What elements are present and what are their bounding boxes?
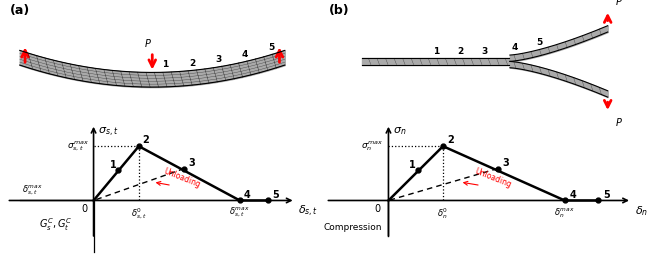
Text: 2: 2 <box>189 58 195 68</box>
Text: 1: 1 <box>110 160 117 170</box>
Text: 3: 3 <box>215 55 221 64</box>
Text: 4: 4 <box>511 44 518 52</box>
Text: $\delta^0_n$: $\delta^0_n$ <box>437 206 449 221</box>
Text: $G^C_{s}, G^C_t$: $G^C_{s}, G^C_t$ <box>38 216 72 233</box>
Text: 5: 5 <box>272 190 279 200</box>
Text: (a): (a) <box>10 4 30 17</box>
Text: Unloading: Unloading <box>474 167 513 190</box>
Text: $\delta^{max}_n$: $\delta^{max}_n$ <box>555 206 575 220</box>
Text: (b): (b) <box>329 4 350 17</box>
Text: Compression: Compression <box>324 223 382 232</box>
Text: 1: 1 <box>433 47 439 56</box>
Text: 2: 2 <box>143 135 149 145</box>
Text: 3: 3 <box>188 158 195 168</box>
Text: $\sigma^{max}_{s,t}$: $\sigma^{max}_{s,t}$ <box>68 140 89 153</box>
Text: 1: 1 <box>409 160 415 170</box>
Text: $\sigma_n$: $\sigma_n$ <box>393 125 407 137</box>
Text: $\delta^{max}_{s,t}$: $\delta^{max}_{s,t}$ <box>230 206 250 219</box>
Text: 4: 4 <box>242 50 248 59</box>
Text: 0: 0 <box>375 204 381 214</box>
Text: $\sigma^{max}_n$: $\sigma^{max}_n$ <box>361 139 383 153</box>
Text: 3: 3 <box>482 47 488 56</box>
Text: 4: 4 <box>570 190 577 200</box>
Text: $\delta_{s,t}$: $\delta_{s,t}$ <box>298 204 318 219</box>
Text: 2: 2 <box>458 47 464 56</box>
Text: $\delta_n$: $\delta_n$ <box>635 204 648 218</box>
Text: 5: 5 <box>536 38 542 48</box>
Text: $\delta^{max}_{s,t}$: $\delta^{max}_{s,t}$ <box>22 184 43 197</box>
Text: 3: 3 <box>503 158 509 168</box>
Text: 5: 5 <box>268 43 275 52</box>
Text: Unloading: Unloading <box>163 167 202 190</box>
Text: 1: 1 <box>162 60 169 69</box>
Text: 4: 4 <box>244 190 251 200</box>
Text: $P$: $P$ <box>615 0 623 7</box>
Text: $\delta^0_{s,t}$: $\delta^0_{s,t}$ <box>131 206 146 221</box>
Text: $P$: $P$ <box>145 37 152 49</box>
Text: $P$: $P$ <box>615 116 623 128</box>
Text: 2: 2 <box>447 135 454 145</box>
Text: 5: 5 <box>603 190 610 200</box>
Text: $\sigma_{s,t}$: $\sigma_{s,t}$ <box>98 125 118 139</box>
Text: 0: 0 <box>81 204 87 214</box>
